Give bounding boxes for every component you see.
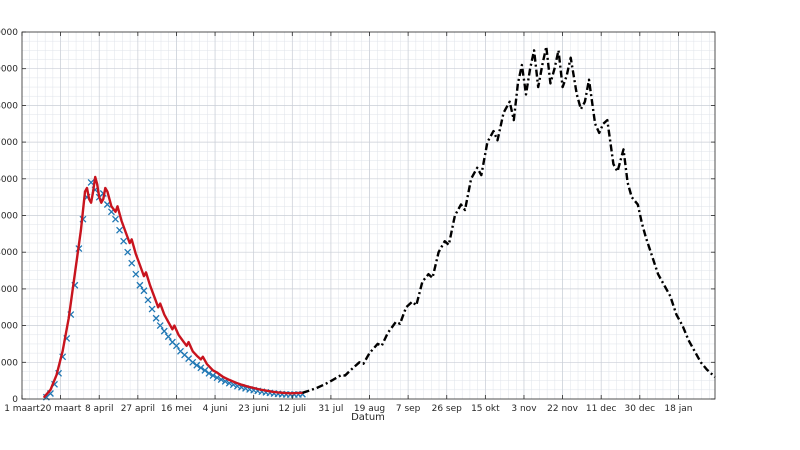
data-point <box>132 270 140 278</box>
y-tick-label: 8000 <box>0 101 18 111</box>
data-point <box>209 372 217 379</box>
x-axis-label: Datum <box>351 412 385 423</box>
x-tick-label: 11 dec <box>586 404 617 414</box>
y-tick-label: 2000 <box>0 322 18 332</box>
y-tick-label: 6000 <box>0 175 18 185</box>
x-tick-label: 20 maart <box>40 404 82 414</box>
series-dash-dot <box>302 45 716 394</box>
x-tick-label: 22 nov <box>547 404 579 414</box>
axis-ticks <box>21 31 715 400</box>
x-tick-label: 26 sep <box>432 404 463 414</box>
data-point <box>140 287 148 295</box>
data-point <box>213 374 221 382</box>
data-point <box>205 369 213 377</box>
series-solid <box>43 175 304 398</box>
data-point <box>144 296 152 304</box>
data-point <box>197 364 205 372</box>
data-point <box>136 281 144 289</box>
data-point <box>164 333 172 341</box>
data-point <box>189 358 197 366</box>
data-point <box>201 366 209 374</box>
x-tick-label: 19 aug <box>354 404 385 414</box>
data-point <box>152 314 160 322</box>
y-tick-label: 5000 <box>0 212 18 222</box>
x-tick-label: 12 juli <box>279 404 307 414</box>
data-point <box>120 237 128 245</box>
data-point <box>128 259 136 267</box>
x-tick-label: 18 jan <box>664 404 692 414</box>
series-line <box>43 175 304 398</box>
x-tick-label: 30 dec <box>625 404 656 414</box>
x-tick-label: 16 mei <box>161 404 192 414</box>
series-layer <box>42 45 716 401</box>
y-tick-label: 10000 <box>0 28 18 38</box>
x-tick-label: 15 okt <box>471 404 500 414</box>
x-tick-labels: 1 maart 20 maart 8 april 27 april 16 mei 4 ju… <box>4 404 692 414</box>
x-tick-label: 23 juni <box>238 404 269 414</box>
data-point <box>172 342 180 350</box>
major-gridlines <box>22 32 715 399</box>
data-point <box>193 361 201 369</box>
data-point <box>112 215 119 223</box>
y-tick-labels: 0 1000 2000 3000 4000 5000 6000 7000 8000 9000 100… <box>0 28 18 405</box>
data-point <box>124 248 132 256</box>
x-tick-label: 3 nov <box>511 404 537 414</box>
data-point <box>148 305 156 313</box>
x-tick-label: 1 maart <box>4 404 40 414</box>
x-tick-label: 7 sep <box>396 404 421 414</box>
y-tick-label: 4000 <box>0 248 18 258</box>
x-tick-label: 4 juni <box>203 404 228 414</box>
y-tick-label: 9000 <box>0 65 18 75</box>
x-tick-label: 27 april <box>121 404 155 414</box>
x-tick-label: 31 jul <box>318 404 343 414</box>
y-tick-label: 3000 <box>0 285 18 295</box>
data-point <box>116 226 124 234</box>
y-tick-label: 0 <box>12 395 18 405</box>
series-line <box>302 45 716 394</box>
x-tick-label: 8 april <box>85 404 114 414</box>
data-point <box>156 322 164 330</box>
y-tick-label: 7000 <box>0 138 18 148</box>
data-point <box>160 327 168 335</box>
y-tick-label: 1000 <box>0 358 18 368</box>
